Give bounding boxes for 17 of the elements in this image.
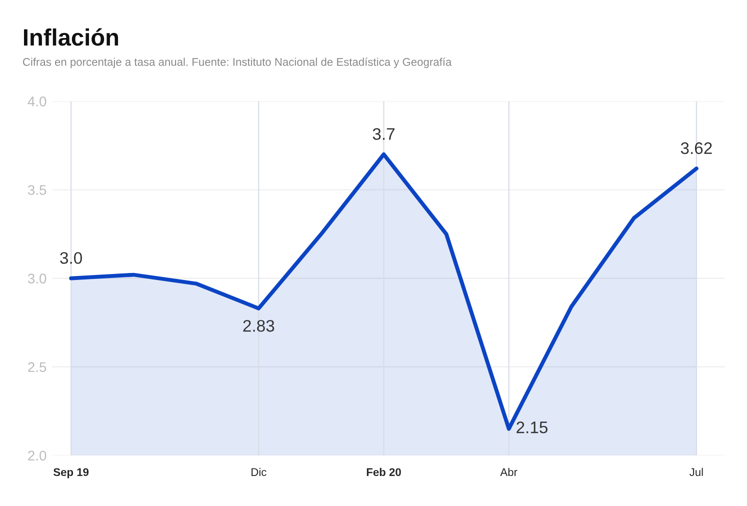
x-tick-label: Dic (252, 468, 266, 476)
x-tick-label: Abr (500, 468, 518, 476)
y-tick-label: 2.5 (28, 362, 46, 372)
chart-title: Inflación (24, 28, 118, 46)
x-tick-label: Jul (690, 468, 703, 476)
x-tick-label: Feb 20 (366, 468, 401, 476)
x-tick-label: Sep 19 (53, 468, 89, 478)
data-label: 2.15 (516, 422, 548, 434)
data-label: 3.62 (680, 142, 712, 154)
y-tick-label: 4.0 (28, 96, 46, 106)
data-label: 3.0 (60, 252, 82, 264)
data-label: 3.7 (372, 128, 394, 140)
data-label: 2.83 (243, 320, 274, 332)
y-tick-label: 3.0 (28, 274, 46, 284)
y-tick-label: 2.0 (28, 450, 46, 461)
chart-subtitle: Cifras en porcentaje a tasa anual. Fuente: Instituto Nacional de Estadística y Geografía (22, 58, 452, 68)
y-tick-label: 3.5 (28, 185, 46, 195)
